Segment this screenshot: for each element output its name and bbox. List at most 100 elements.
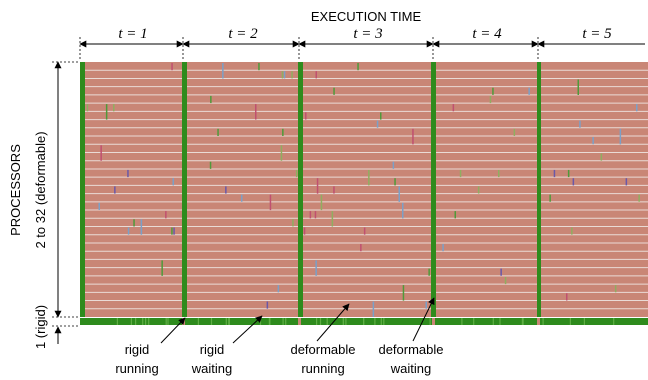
trace-speckle <box>303 227 306 235</box>
trace-speckle <box>425 301 427 309</box>
trace-speckle <box>172 178 174 186</box>
trace-speckle <box>316 178 319 194</box>
trace-speckle <box>363 227 366 235</box>
trace-speckle <box>477 186 480 194</box>
deformable-waiting-pointer <box>412 297 435 342</box>
trace-speckle <box>282 128 284 136</box>
rigid-speckle <box>130 318 132 325</box>
trace-speckle <box>380 112 382 120</box>
trace-speckle <box>600 153 603 161</box>
deformable-waiting-label-1: deformable <box>378 342 443 357</box>
trace-speckle <box>127 169 129 178</box>
trace-speckle <box>498 169 500 178</box>
deformable-running-label-1: deformable <box>290 342 355 357</box>
trace-speckle <box>210 95 212 104</box>
rigid-speckle <box>116 318 118 325</box>
trace-speckle <box>442 244 444 252</box>
rigid-running-marks <box>116 318 615 325</box>
rigid-speckle <box>342 318 345 325</box>
trace-speckle <box>315 71 317 79</box>
rigid-speckle <box>613 318 615 325</box>
interval-label-2: t = 2 <box>228 26 258 42</box>
trace-speckle <box>579 120 581 128</box>
rigid-speckle <box>380 318 382 325</box>
trace-speckle <box>500 268 502 276</box>
trace-speckle <box>452 104 455 112</box>
trace-speckle <box>614 285 617 293</box>
trace-speckle <box>492 87 494 95</box>
y-label-rigid: 1 (rigid) <box>33 305 48 349</box>
trace-speckle <box>283 71 286 79</box>
trace-speckle <box>315 260 317 276</box>
trace-speckle <box>171 63 173 71</box>
trace-speckle <box>412 128 414 145</box>
waiting-column-0 <box>80 62 85 317</box>
trace-speckle <box>398 186 400 202</box>
rigid-running-label-1: rigid <box>125 342 150 357</box>
trace-speckle <box>394 178 396 186</box>
trace-speckle <box>428 268 430 276</box>
rigid-speckle <box>374 318 376 325</box>
trace-speckle <box>266 301 269 309</box>
rigid-speckle <box>473 318 475 325</box>
trace-speckle <box>357 63 359 71</box>
rigid-running-mark <box>298 318 301 325</box>
trace-speckle <box>553 169 556 178</box>
rigid-speckle <box>228 318 230 325</box>
y-axis: PROCESSORS 2 to 32 (deformable) 1 (rigid… <box>8 61 80 349</box>
trace-speckle <box>171 227 173 235</box>
trace-speckle <box>281 71 284 79</box>
trace-speckle <box>113 104 115 112</box>
trace-speckle <box>140 219 143 235</box>
processor-trace <box>80 62 648 325</box>
trace-speckle <box>105 104 108 120</box>
rigid-speckle <box>142 318 144 325</box>
rigid-speckle <box>148 318 150 325</box>
interval-label-3: t = 3 <box>353 26 382 42</box>
figure-title: EXECUTION TIME <box>311 9 422 24</box>
trace-speckle <box>241 194 243 202</box>
trace-speckle <box>173 227 175 235</box>
rigid-running-mark <box>432 318 435 325</box>
rigid-speckle <box>522 318 524 325</box>
trace-speckle <box>161 260 163 276</box>
rigid-speckle <box>521 318 523 325</box>
trace-speckle <box>454 211 456 219</box>
trace-speckle <box>528 87 530 95</box>
rigid-speckle <box>285 318 287 325</box>
waiting-column-2 <box>298 62 303 317</box>
rigid-speckle <box>319 318 322 325</box>
trace-speckle <box>320 194 323 211</box>
trace-speckle <box>392 161 395 169</box>
trace-speckle <box>402 285 405 301</box>
rigid-running-label-2: running <box>115 361 158 376</box>
trace-speckle <box>225 186 227 194</box>
trace-speckle <box>368 169 370 186</box>
trace-speckle <box>305 112 307 120</box>
rigid-speckle <box>135 318 137 325</box>
trace-speckle <box>277 285 280 293</box>
rigid-speckle <box>499 318 501 325</box>
trace-speckle <box>127 227 130 235</box>
deformable-running-region <box>80 62 648 317</box>
rigid-running-mark <box>537 318 540 325</box>
trace-speckle <box>571 227 573 235</box>
rigid-speckle <box>259 318 262 325</box>
rigid-speckle <box>363 318 365 325</box>
rigid-speckle <box>197 318 199 325</box>
trace-speckle <box>592 137 594 145</box>
rigid-speckle <box>429 318 431 325</box>
rigid-speckle <box>492 318 494 325</box>
trace-speckle <box>291 71 293 79</box>
rigid-waiting-label-2: waiting <box>191 361 232 376</box>
trace-speckle <box>402 202 404 219</box>
trace-speckle <box>638 194 640 202</box>
rigid-speckle <box>210 318 213 325</box>
trace-speckle <box>619 128 622 145</box>
trace-speckle <box>567 169 570 178</box>
rigid-speckle <box>167 318 169 325</box>
trace-speckle <box>314 211 317 219</box>
y-label-deformable-range: 2 to 32 (deformable) <box>33 131 48 248</box>
waiting-column-3 <box>431 62 436 317</box>
rigid-speckle <box>542 318 544 325</box>
